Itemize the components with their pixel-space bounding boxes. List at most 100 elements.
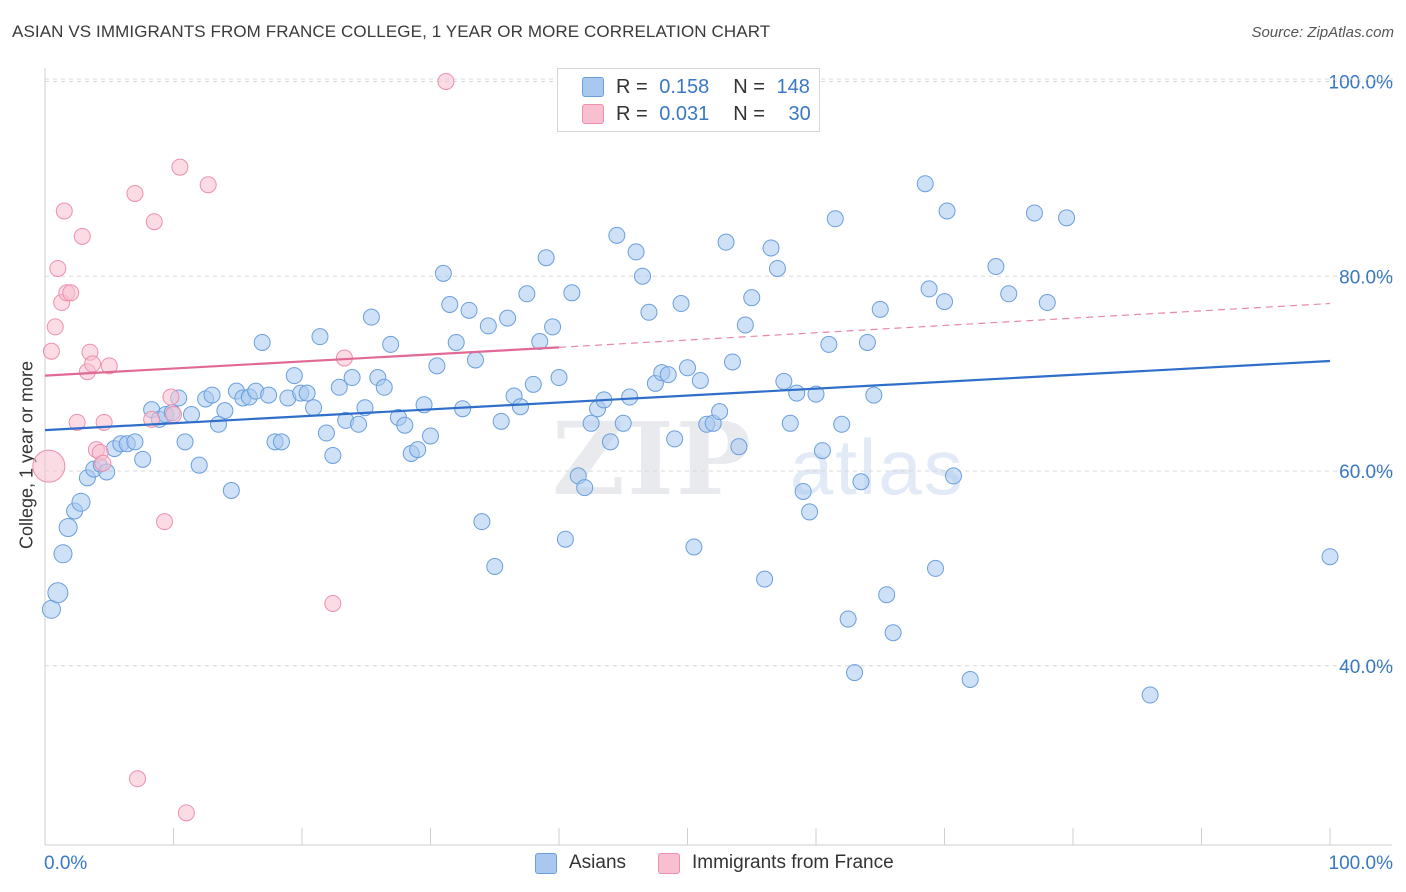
asian-point (190, 456, 208, 474)
asian-point (938, 202, 956, 220)
asian-point (916, 175, 934, 193)
asian-point (311, 328, 329, 346)
asian-point (820, 335, 838, 353)
asian-point (884, 624, 902, 642)
legend-row-asians: R = 0.158 N = 148 (582, 74, 810, 100)
asian-point (58, 518, 78, 538)
asian-point (305, 399, 323, 417)
legend-n-value-france: 30 (788, 102, 811, 125)
asian-point (524, 375, 542, 393)
asian-point (479, 317, 497, 335)
y-tick-label: 80.0% (1339, 267, 1393, 288)
asian-point (871, 300, 889, 318)
asian-point (176, 433, 194, 451)
asian-point (762, 239, 780, 257)
asian-point (382, 335, 400, 353)
france-point (84, 355, 102, 373)
asian-point (473, 513, 491, 531)
france-point (126, 184, 144, 202)
asian-point (634, 267, 652, 285)
asian-point (711, 403, 729, 421)
asian-point (801, 503, 819, 521)
asian-point (685, 538, 703, 556)
france-point (62, 284, 80, 302)
asian-point (920, 280, 938, 298)
legend-swatch-france (582, 104, 604, 124)
france-point (32, 449, 66, 483)
asian-point (691, 371, 709, 389)
asian-point (944, 467, 962, 485)
series-legend-asians: Asians (535, 852, 626, 874)
asian-point (659, 366, 677, 384)
france-point (177, 804, 195, 822)
asian-point (736, 316, 754, 334)
asian-point (730, 438, 748, 456)
asian-point (666, 430, 684, 448)
asian-point (614, 414, 632, 432)
france-trend-extension (558, 302, 1331, 348)
x-tick-label-min: 0.0% (44, 853, 87, 874)
series-swatch-france (658, 852, 680, 874)
france-point (129, 770, 147, 788)
france-point (55, 202, 73, 220)
correlation-legend: R = 0.158 N = 148 R = 0.031 N = 30 (557, 68, 820, 132)
asian-point (858, 333, 876, 351)
legend-swatch-asians (582, 77, 604, 97)
asian-point (878, 586, 896, 604)
asian-point (865, 386, 883, 404)
asian-point (781, 414, 799, 432)
asian-point (216, 402, 234, 420)
asian-point (563, 284, 581, 302)
asian-point (987, 258, 1005, 276)
asian-point (1000, 285, 1018, 303)
x-tick-label-max: 100.0% (1329, 853, 1394, 874)
asian-point (260, 386, 278, 404)
asian-point (852, 473, 870, 491)
asian-point (1321, 548, 1339, 566)
france-point (171, 158, 189, 176)
legend-n-value-asians: 148 (776, 75, 810, 98)
asian-point (717, 233, 735, 251)
france-point (162, 388, 180, 406)
legend-r-label: R = (616, 75, 648, 98)
asian-point (422, 427, 439, 445)
france-point (42, 342, 60, 360)
asian-point (47, 582, 69, 604)
y-tick-label: 60.0% (1339, 462, 1393, 483)
asian-point (499, 309, 517, 327)
asian-point (285, 367, 303, 385)
asian-point (222, 482, 240, 500)
series-swatch-asians (535, 852, 557, 874)
asian-point (511, 398, 529, 416)
france-point (49, 259, 67, 277)
asian-point (466, 351, 484, 369)
asian-point (794, 482, 812, 500)
france-point (199, 176, 217, 194)
asian-point (640, 303, 658, 321)
asian-point (807, 385, 825, 403)
asian-point (428, 357, 446, 375)
france-point (165, 406, 182, 424)
asian-point (556, 530, 574, 548)
asian-point (813, 442, 831, 460)
source-label: Source: ZipAtlas.com (1251, 24, 1394, 41)
asian-point (537, 249, 555, 267)
asian-point (441, 295, 459, 313)
series-label-asians: Asians (569, 852, 627, 873)
asian-point (582, 414, 600, 432)
y-tick-label: 100.0% (1329, 72, 1394, 93)
france-point (145, 213, 163, 231)
asian-point (330, 378, 348, 396)
asian-point (1141, 686, 1159, 704)
asian-point (846, 664, 864, 682)
chart-title: ASIAN VS IMMIGRANTS FROM FRANCE COLLEGE,… (12, 22, 771, 41)
asian-point (396, 416, 414, 434)
asian-point (679, 359, 696, 377)
asian-point (362, 308, 380, 326)
asian-point (723, 353, 741, 371)
asian-point (447, 333, 465, 351)
asian-point (775, 372, 793, 390)
asian-point (1025, 204, 1043, 222)
france-point (73, 227, 91, 245)
